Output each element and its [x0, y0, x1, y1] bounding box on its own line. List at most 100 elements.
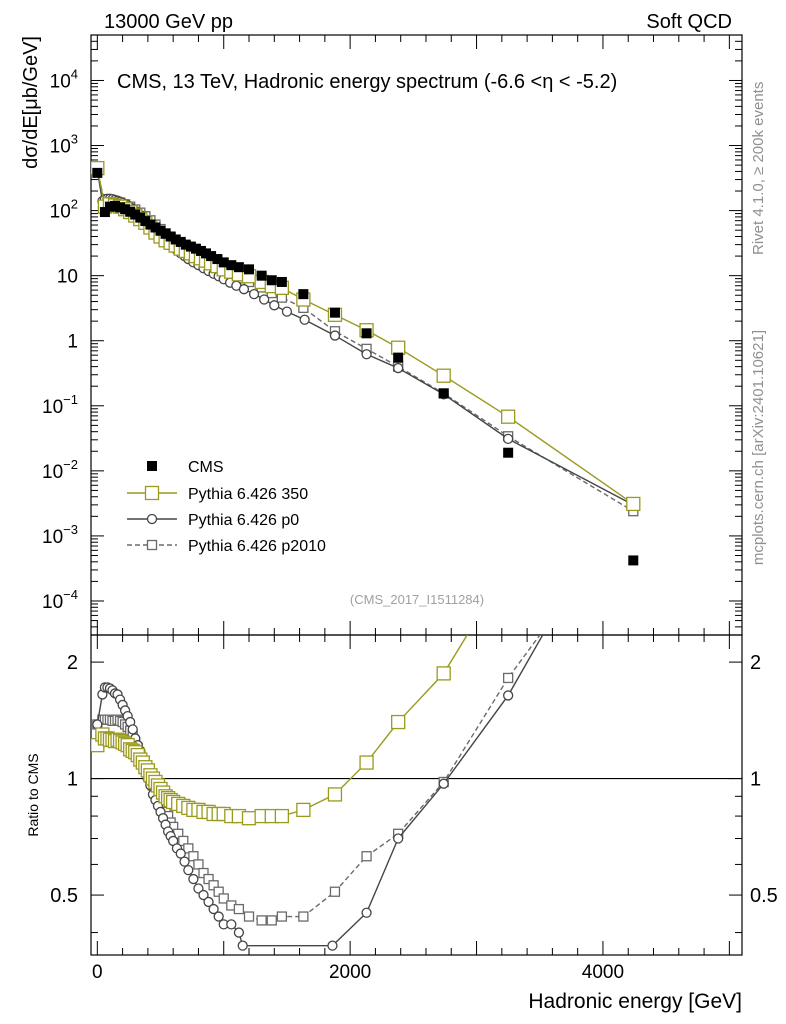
- main-data-point: [269, 300, 280, 311]
- main-data-point: [329, 330, 341, 341]
- main-data-point: [150, 222, 161, 233]
- main-data-point: [201, 248, 212, 259]
- legend-marker: [146, 539, 158, 551]
- ratio-series-layer: [91, 635, 544, 951]
- ratio-data-point: [233, 927, 245, 938]
- header-category-label: Soft QCD: [646, 11, 732, 33]
- main-data-point: [502, 433, 514, 445]
- ratio-data-point: [296, 802, 311, 818]
- ratio-data-point: [274, 808, 290, 824]
- main-data-point: [190, 243, 201, 254]
- main-data-point: [503, 447, 514, 458]
- rivet-version-label: Rivet 4.1.0, ≥ 200k events: [750, 82, 767, 255]
- x-axis-title: Hadronic energy [GeV]: [528, 990, 742, 1013]
- main-data-point: [140, 216, 151, 227]
- ratio-y-axis-title: Ratio to CMS: [25, 753, 41, 836]
- mcplots-reference-label: mcplots.cern.ch [arXiv:2401.10621]: [750, 330, 767, 565]
- main-data-point: [175, 236, 186, 247]
- ratio-data-point: [256, 915, 267, 926]
- main-y-tick-label: 10: [57, 267, 78, 288]
- ratio-y-tick-label-right: 1: [750, 769, 761, 791]
- main-data-point: [135, 212, 146, 223]
- main-data-point: [500, 409, 516, 424]
- ratio-data-point: [327, 787, 343, 802]
- ratio-data-point: [179, 856, 190, 867]
- plot-title: CMS, 13 TeV, Hadronic energy spectrum (-…: [117, 71, 617, 93]
- main-data-point: [233, 262, 244, 273]
- legend-entry-label: Pythia 6.426 p2010: [188, 538, 326, 555]
- ratio-plot-frame: [90, 634, 743, 956]
- main-data-point: [145, 219, 156, 230]
- ratio-data-point: [213, 911, 224, 922]
- ratio-y-tick-label: 1: [67, 769, 78, 791]
- ratio-data-point: [391, 714, 406, 730]
- main-data-point: [248, 288, 260, 300]
- legend-entry-label: Pythia 6.426 p0: [188, 512, 299, 529]
- ratio-data-point: [361, 907, 372, 918]
- ratio-y-tick-label: 0.5: [50, 885, 78, 907]
- ratio-series-pythia-6-426-350: [91, 635, 468, 826]
- main-data-point: [226, 260, 237, 271]
- main-data-point: [110, 200, 121, 211]
- main-y-tick-label: 1: [67, 332, 78, 353]
- main-data-point: [130, 209, 141, 220]
- ratio-data-point: [193, 859, 204, 870]
- main-data-point: [256, 270, 267, 281]
- ratio-data-point: [502, 690, 514, 701]
- main-data-point: [185, 241, 196, 252]
- ratio-data-point: [241, 811, 257, 826]
- legend: CMS Pythia 6.426 350 Pythia 6.426 p0 Pythia…: [127, 459, 326, 555]
- ratio-data-point: [298, 911, 309, 922]
- main-data-point: [155, 225, 166, 236]
- ratio-y-tick-label: 2: [67, 652, 78, 674]
- main-data-point: [281, 306, 293, 317]
- header-collision-label: 13000 GeV pp: [104, 11, 233, 33]
- main-data-point: [393, 352, 404, 363]
- main-data-point: [266, 275, 277, 286]
- main-y-tick-label: 10−2: [42, 457, 78, 483]
- ratio-data-point: [436, 666, 451, 681]
- main-data-point: [276, 276, 287, 287]
- main-data-point: [212, 254, 223, 265]
- ratio-data-point: [361, 851, 372, 862]
- main-data-point: [92, 167, 103, 178]
- ratio-y-tick-label-right: 0.5: [750, 885, 778, 907]
- ratio-data-point: [359, 755, 374, 770]
- main-data-point: [115, 202, 126, 213]
- ratio-data-point: [175, 848, 186, 859]
- ratio-data-point: [233, 903, 245, 915]
- main-data-point: [329, 307, 340, 318]
- main-data-point: [104, 201, 115, 212]
- ratio-data-point: [188, 873, 199, 885]
- main-data-point: [438, 388, 449, 399]
- main-data-point: [99, 207, 110, 218]
- main-data-point: [361, 349, 372, 360]
- legend-marker: [147, 461, 157, 471]
- ratio-data-point: [329, 886, 341, 897]
- main-y-axis-title: dσ/dE[μb/GeV]: [20, 36, 42, 169]
- ratio-data-point: [276, 911, 288, 922]
- x-tick-label: 2000: [329, 962, 371, 983]
- main-data-point: [165, 231, 176, 242]
- main-data-point: [361, 328, 372, 339]
- legend-entry-label: Pythia 6.426 350: [188, 486, 308, 503]
- ratio-data-point: [243, 911, 255, 922]
- main-data-point: [195, 245, 206, 256]
- main-data-point: [391, 340, 406, 355]
- main-data-point: [436, 368, 451, 383]
- main-data-point: [628, 555, 639, 566]
- main-data-point: [180, 239, 191, 250]
- main-data-point: [238, 284, 250, 295]
- ratio-y-tick-label-right: 2: [750, 652, 761, 674]
- main-data-point: [206, 251, 217, 262]
- x-tick-label: 0: [92, 962, 103, 983]
- ratio-data-point: [208, 903, 219, 915]
- ratio-data-point: [237, 940, 248, 951]
- main-data-point: [120, 204, 131, 215]
- x-axis: 0 2000 4000: [92, 35, 730, 983]
- ratio-data-point: [327, 940, 338, 951]
- x-tick-label: 4000: [582, 962, 624, 983]
- ratio-data-point: [193, 883, 204, 894]
- main-data-point: [298, 289, 309, 300]
- main-data-point: [125, 206, 136, 217]
